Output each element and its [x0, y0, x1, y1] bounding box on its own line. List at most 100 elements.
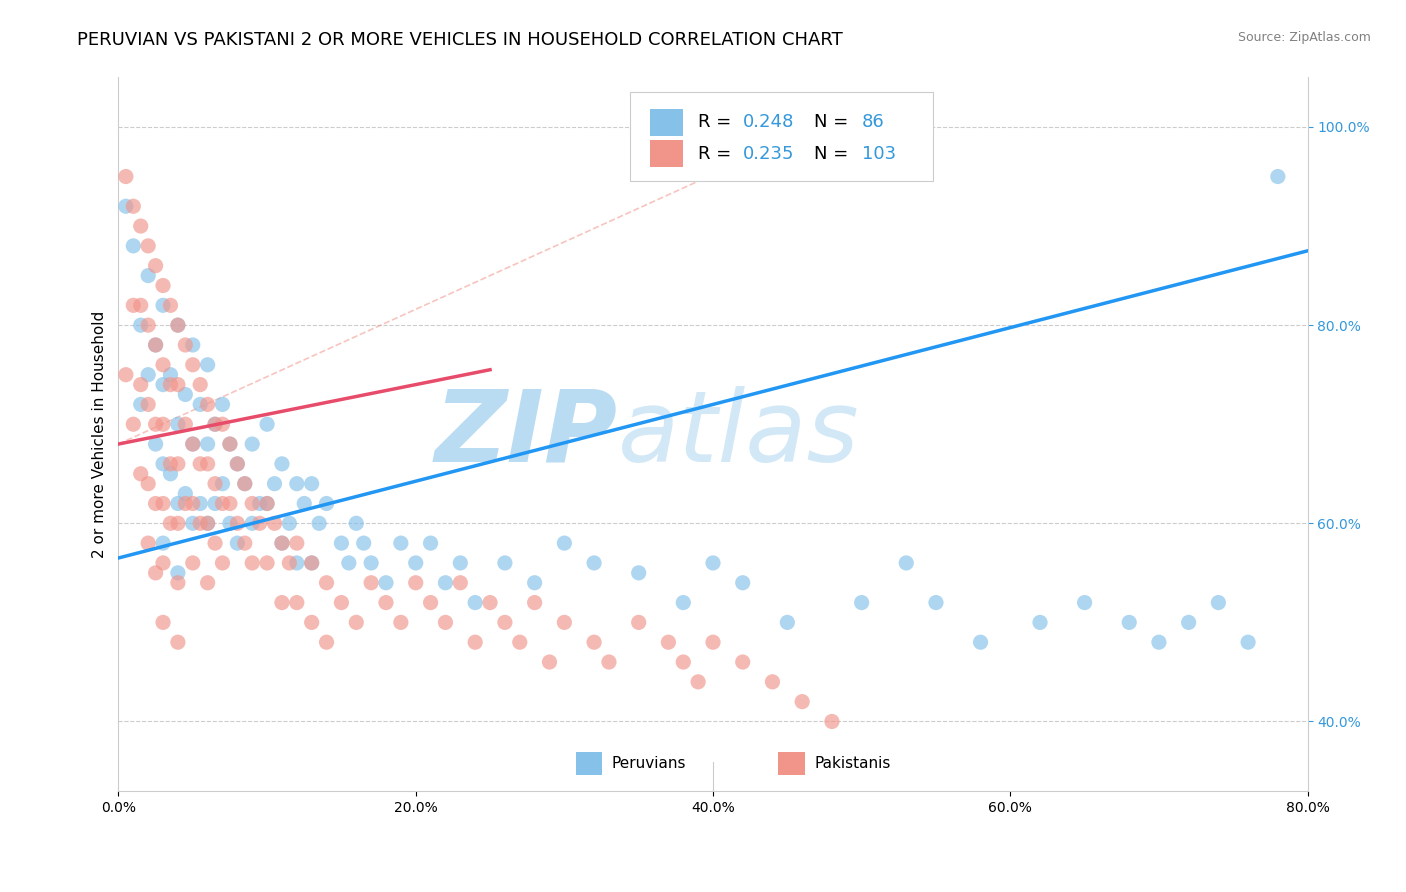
Point — [174, 387, 197, 401]
Point — [449, 575, 471, 590]
Point — [197, 437, 219, 451]
Point — [523, 596, 546, 610]
Point — [152, 417, 174, 432]
Point — [129, 318, 152, 333]
Point — [159, 298, 181, 312]
Point — [188, 377, 211, 392]
Point — [174, 338, 197, 352]
Point — [129, 397, 152, 411]
Point — [181, 556, 204, 570]
Point — [145, 437, 167, 451]
Point — [256, 417, 278, 432]
Point — [627, 566, 650, 580]
Point — [263, 476, 285, 491]
Point — [174, 486, 197, 500]
Point — [292, 496, 315, 510]
Point — [152, 615, 174, 630]
Point — [360, 575, 382, 590]
Point — [419, 536, 441, 550]
Point — [375, 596, 398, 610]
Point — [136, 397, 159, 411]
Point — [494, 556, 516, 570]
Point — [167, 566, 190, 580]
Point — [211, 556, 233, 570]
Point — [301, 615, 323, 630]
Point — [181, 338, 204, 352]
Point — [226, 457, 249, 471]
Point — [167, 377, 190, 392]
Point — [159, 516, 181, 531]
Point — [197, 397, 219, 411]
Point — [249, 496, 271, 510]
Point — [226, 516, 249, 531]
Point — [731, 575, 754, 590]
Point — [523, 575, 546, 590]
Point — [464, 596, 486, 610]
Point — [233, 536, 256, 550]
Point — [115, 169, 138, 184]
Text: Source: ZipAtlas.com: Source: ZipAtlas.com — [1237, 31, 1371, 45]
Point — [598, 655, 620, 669]
Point — [122, 199, 145, 213]
Point — [211, 496, 233, 510]
Point — [1237, 635, 1260, 649]
Point — [672, 655, 695, 669]
Point — [167, 318, 190, 333]
Point — [657, 635, 679, 649]
Point — [167, 496, 190, 510]
Text: atlas: atlas — [617, 385, 859, 483]
Point — [851, 596, 873, 610]
Point — [181, 358, 204, 372]
Point — [583, 556, 606, 570]
Point — [167, 575, 190, 590]
Point — [145, 496, 167, 510]
Text: N =: N = — [814, 113, 848, 131]
Point — [375, 575, 398, 590]
Point — [145, 338, 167, 352]
Point — [233, 476, 256, 491]
Point — [405, 575, 427, 590]
Point — [509, 635, 531, 649]
Text: Pakistanis: Pakistanis — [814, 756, 890, 772]
Bar — [650, 140, 683, 168]
FancyBboxPatch shape — [630, 92, 934, 181]
Point — [688, 674, 710, 689]
Point — [776, 615, 799, 630]
Point — [167, 457, 190, 471]
Point — [188, 457, 211, 471]
Point — [285, 476, 308, 491]
Point — [315, 575, 337, 590]
Point — [256, 496, 278, 510]
Point — [122, 239, 145, 253]
Point — [434, 615, 457, 630]
Point — [152, 536, 174, 550]
Text: ZIP: ZIP — [434, 385, 617, 483]
Point — [167, 417, 190, 432]
Point — [197, 575, 219, 590]
Point — [1118, 615, 1140, 630]
Point — [538, 655, 561, 669]
Point — [152, 278, 174, 293]
Point — [136, 239, 159, 253]
Point — [285, 596, 308, 610]
Point — [181, 496, 204, 510]
Point — [188, 397, 211, 411]
Point — [115, 199, 138, 213]
Point — [204, 417, 226, 432]
Point — [181, 516, 204, 531]
Point — [159, 457, 181, 471]
Point — [167, 516, 190, 531]
Point — [136, 318, 159, 333]
Point — [181, 437, 204, 451]
Point — [702, 635, 724, 649]
Point — [249, 516, 271, 531]
Point — [301, 556, 323, 570]
Text: R =: R = — [697, 145, 731, 162]
Point — [308, 516, 330, 531]
Point — [197, 516, 219, 531]
Point — [129, 377, 152, 392]
Point — [197, 457, 219, 471]
Point — [152, 377, 174, 392]
Point — [167, 318, 190, 333]
Point — [174, 417, 197, 432]
